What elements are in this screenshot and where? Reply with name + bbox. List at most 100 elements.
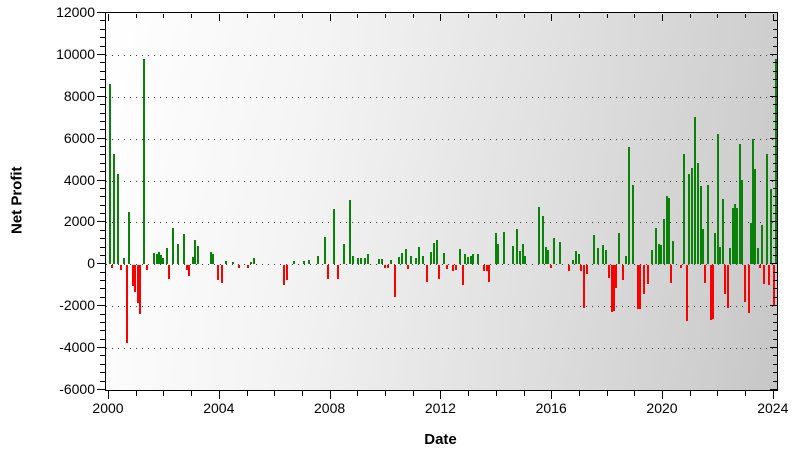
profit-bar	[191, 257, 194, 265]
loss-bar	[580, 265, 582, 271]
gridline-y-0	[106, 264, 777, 266]
y-axis-tick-right	[773, 70, 778, 72]
y-axis-tick	[100, 380, 105, 382]
loss-bar	[168, 265, 171, 279]
loss-bar	[773, 265, 776, 307]
profit-bar	[324, 237, 327, 265]
y-axis-tick-right	[773, 62, 778, 64]
loss-bar	[727, 265, 730, 309]
profit-bar	[470, 255, 473, 265]
x-axis-tick	[191, 391, 193, 396]
profit-bar	[176, 243, 179, 265]
gridline-y-8000	[106, 96, 777, 98]
x-axis-tick	[108, 391, 109, 399]
profit-bar	[757, 247, 759, 265]
loss-bar	[327, 265, 330, 280]
x-axis-tick-top	[274, 14, 276, 18]
profit-bar	[224, 261, 227, 265]
x-axis-tick-top	[523, 14, 525, 18]
x-axis-tick	[274, 391, 276, 396]
loss-bar	[145, 265, 148, 270]
profit-bar	[381, 259, 384, 265]
profit-bar	[471, 253, 474, 265]
x-axis-tick-top	[634, 14, 636, 18]
y-axis-tick-right	[773, 112, 778, 114]
loss-bar	[550, 265, 553, 269]
x-tick-label: 2008	[314, 400, 346, 416]
profit-bar	[293, 260, 296, 265]
profit-bar	[596, 247, 599, 265]
y-axis-tick	[100, 62, 105, 64]
profit-bar	[552, 238, 555, 265]
profit-bar	[232, 262, 235, 265]
loss-bar	[680, 265, 682, 269]
y-axis-tick-right	[770, 305, 778, 307]
profit-bar	[414, 258, 417, 265]
profit-bar	[688, 173, 691, 265]
loss-bar	[132, 265, 135, 287]
profit-bar	[366, 254, 369, 265]
profit-bar	[714, 233, 717, 265]
loss-bar	[642, 265, 645, 295]
y-axis-tick	[100, 213, 105, 215]
y-axis-tick-right	[773, 120, 778, 122]
profit-bar	[558, 242, 561, 265]
loss-bar	[483, 265, 486, 272]
y-axis-tick-right	[773, 187, 778, 189]
x-axis-tick-top	[108, 14, 109, 21]
y-axis-tick	[97, 305, 105, 307]
profit-bar	[109, 84, 112, 265]
loss-bar	[611, 265, 614, 313]
x-tick-label: 2024	[757, 400, 789, 416]
x-axis-tick	[468, 391, 470, 396]
y-axis-tick	[100, 280, 105, 282]
y-axis-tick-right	[773, 246, 778, 248]
x-axis-tick-top	[385, 14, 386, 18]
profit-bar	[765, 153, 768, 265]
profit-bar	[494, 233, 497, 265]
profit-bar	[547, 249, 550, 265]
loss-bar	[137, 265, 140, 304]
profit-bar	[732, 207, 735, 265]
gridline-y--4000	[106, 348, 777, 350]
y-axis-tick-right	[773, 196, 778, 198]
x-tick-label: 2020	[646, 400, 678, 416]
profit-bar	[466, 257, 469, 265]
y-axis-tick	[100, 372, 105, 374]
x-axis-tick-top	[578, 14, 580, 18]
y-axis-tick-right	[773, 271, 778, 273]
x-axis-tick-top	[606, 14, 608, 18]
profit-bar	[740, 179, 743, 265]
loss-bar	[647, 265, 650, 285]
profit-bar	[404, 249, 407, 265]
x-axis-tick-top	[357, 14, 359, 18]
loss-bar	[111, 265, 114, 269]
x-axis-tick-top	[329, 14, 331, 21]
loss-bar	[283, 265, 286, 286]
profit-bar	[617, 233, 620, 265]
profit-bar	[503, 231, 505, 265]
y-axis-tick	[100, 20, 105, 22]
y-axis-tick	[100, 238, 105, 240]
profit-bar	[171, 227, 174, 265]
x-axis-tick	[578, 391, 580, 396]
y-axis-tick	[100, 28, 105, 30]
loss-bar	[134, 265, 137, 292]
loss-bar	[437, 265, 440, 279]
x-axis-tick-top	[745, 14, 747, 18]
profit-bar	[650, 249, 653, 265]
x-axis-tick-top	[495, 14, 497, 18]
y-axis-tick	[100, 355, 105, 357]
loss-bar	[286, 265, 289, 281]
y-axis-tick	[100, 87, 105, 89]
loss-bar	[393, 265, 396, 297]
x-axis-tick	[689, 391, 691, 396]
profit-bar	[571, 259, 574, 265]
y-axis-tick	[100, 120, 105, 122]
y-axis-tick	[97, 221, 105, 223]
x-axis-tick-top	[440, 14, 442, 21]
loss-bar	[763, 265, 766, 285]
y-axis-tick	[100, 112, 105, 114]
loss-bar	[188, 265, 191, 276]
